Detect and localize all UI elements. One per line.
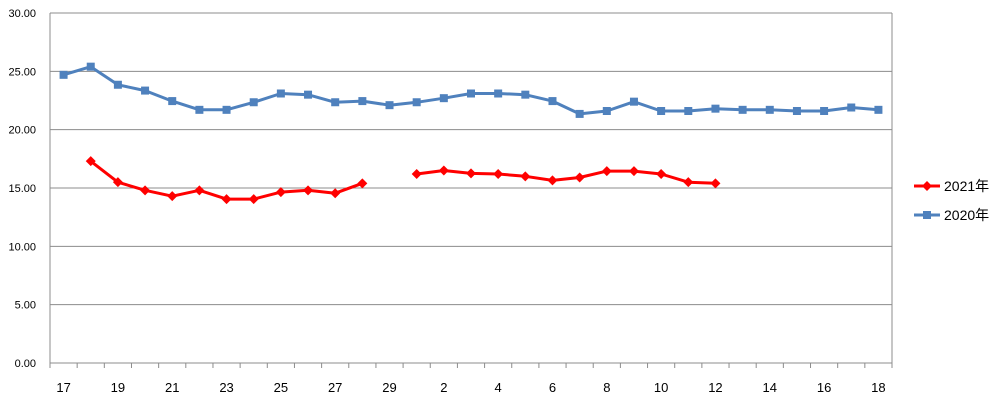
x-tick-label: 23 [219, 380, 233, 395]
series-2020-point [168, 97, 177, 106]
x-tick-label: 6 [549, 380, 556, 395]
series-2020-point [141, 86, 150, 95]
series-2020-point [59, 70, 68, 79]
legend-2020-marker [923, 211, 931, 219]
series-2021-point [411, 169, 422, 179]
series-2020-point [738, 105, 747, 114]
series-2020-point [874, 105, 883, 114]
series-2021-point [493, 169, 504, 179]
series-2021-point [330, 188, 341, 199]
series-2020-point [249, 98, 258, 107]
series-2020-point [765, 105, 774, 114]
y-tick-label: 15.00 [8, 183, 36, 195]
series-2021-point [85, 156, 96, 167]
y-tick-label: 10.00 [8, 241, 36, 253]
series-2020-point [195, 105, 204, 114]
x-tick-label: 29 [382, 380, 396, 395]
series-2020-point [358, 97, 367, 106]
x-tick-label: 2 [440, 380, 447, 395]
series-2021-point [357, 178, 368, 189]
series-2021-point [466, 168, 476, 179]
series-2020-point [385, 101, 394, 110]
x-tick-label: 10 [654, 380, 668, 395]
x-tick-label: 25 [274, 380, 288, 395]
x-tick-label: 18 [871, 380, 885, 395]
x-tick-label: 16 [817, 380, 831, 395]
series-2021-point [275, 187, 286, 198]
x-tick-label: 27 [328, 380, 342, 395]
x-tick-label: 4 [495, 380, 502, 395]
series-2021-point [710, 178, 721, 189]
y-tick-label: 5.00 [15, 300, 36, 312]
y-tick-label: 30.00 [8, 8, 36, 20]
legend-2021-marker [922, 181, 932, 191]
y-tick-label: 0.00 [15, 358, 36, 370]
series-2021-point [140, 185, 151, 196]
x-tick-label: 12 [708, 380, 722, 395]
series-2021-point [574, 172, 585, 183]
series-2020-point [276, 89, 285, 98]
series-2020-point [331, 98, 340, 107]
x-tick-label: 19 [111, 380, 125, 395]
series-2020-point [684, 107, 693, 115]
series-2021-point [112, 177, 123, 188]
series-2020-point [847, 103, 856, 112]
series-2021-point [547, 175, 558, 186]
series-2020-point [222, 105, 231, 114]
series-2020-point [602, 107, 611, 115]
series-2020-point [629, 97, 638, 106]
legend-2020-label: 2020年 [944, 207, 989, 223]
series-2020-point [304, 90, 313, 99]
series-2020-point [494, 89, 503, 98]
series-2020-point [412, 98, 421, 107]
series-2020-point [711, 104, 720, 113]
series-2021-point [520, 171, 531, 182]
series-2021-line [89, 160, 363, 201]
series-2020-point [575, 109, 584, 118]
series-2020-point [548, 97, 557, 106]
series-2021-point [194, 185, 205, 196]
series-2021-point [167, 191, 178, 202]
y-tick-label: 20.00 [8, 125, 36, 137]
legend-2021-label: 2021年 [944, 178, 989, 194]
series-2020-point [657, 107, 666, 115]
y-tick-label: 25.00 [8, 66, 36, 78]
series-2020-point [521, 90, 530, 99]
x-tick-label: 8 [603, 380, 610, 395]
series-2021-point [221, 194, 232, 205]
series-2021-point [248, 194, 259, 205]
series-2021-line [416, 169, 716, 185]
series-2021-point [683, 177, 694, 188]
series-2020-point [792, 107, 801, 115]
series-2021-point [656, 169, 667, 179]
x-tick-label: 17 [56, 380, 70, 395]
series-2020-point [439, 94, 448, 103]
series-2020-point [86, 62, 95, 71]
x-tick-label: 21 [165, 380, 179, 395]
series-2020-point [467, 89, 475, 98]
series-2021-point [303, 185, 314, 196]
x-tick-label: 14 [763, 380, 777, 395]
series-2020-point [113, 80, 122, 89]
series-2021-point [438, 165, 449, 176]
series-2021-point [601, 166, 612, 177]
series-2021-point [628, 166, 639, 177]
series-2020-point [820, 107, 829, 115]
